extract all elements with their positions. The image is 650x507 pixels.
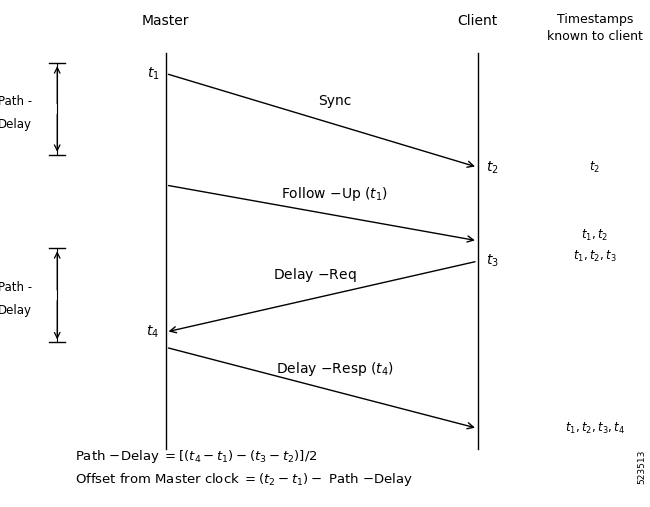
Text: Path -: Path - — [0, 281, 32, 294]
Text: Delay $-$Resp $(t_4)$: Delay $-$Resp $(t_4)$ — [276, 359, 394, 378]
Text: $t_1$: $t_1$ — [146, 65, 159, 82]
Text: Sync: Sync — [318, 94, 352, 108]
Text: $t_1,t_2,t_3$: $t_1,t_2,t_3$ — [573, 248, 617, 264]
Text: $t_1,t_2$: $t_1,t_2$ — [581, 228, 608, 243]
Text: Path -: Path - — [0, 95, 32, 108]
Text: $t_3$: $t_3$ — [486, 253, 499, 269]
Text: Follow $-$Up $(t_1)$: Follow $-$Up $(t_1)$ — [281, 185, 388, 203]
Text: Path $-$Delay $= [(t_4 - t_1) - (t_3 - t_2)]/2$: Path $-$Delay $= [(t_4 - t_1) - (t_3 - t… — [75, 448, 317, 465]
Text: $t_1,t_2,t_3,t_4$: $t_1,t_2,t_3,t_4$ — [565, 421, 625, 436]
Text: Delay $-$Req: Delay $-$Req — [274, 266, 357, 284]
Text: Client: Client — [458, 14, 498, 28]
Text: Master: Master — [142, 14, 190, 28]
Text: Timestamps
known to client: Timestamps known to client — [547, 13, 643, 43]
Text: $t_2$: $t_2$ — [486, 159, 498, 175]
Text: $t_2$: $t_2$ — [590, 160, 600, 175]
Text: Delay: Delay — [0, 304, 32, 317]
Text: Delay: Delay — [0, 118, 32, 131]
Text: $t_4$: $t_4$ — [146, 324, 159, 340]
Text: Offset from Master clock $= (t_2 - t_1) -$ Path $-$Delay: Offset from Master clock $= (t_2 - t_1) … — [75, 470, 413, 488]
Text: 523513: 523513 — [638, 449, 647, 484]
